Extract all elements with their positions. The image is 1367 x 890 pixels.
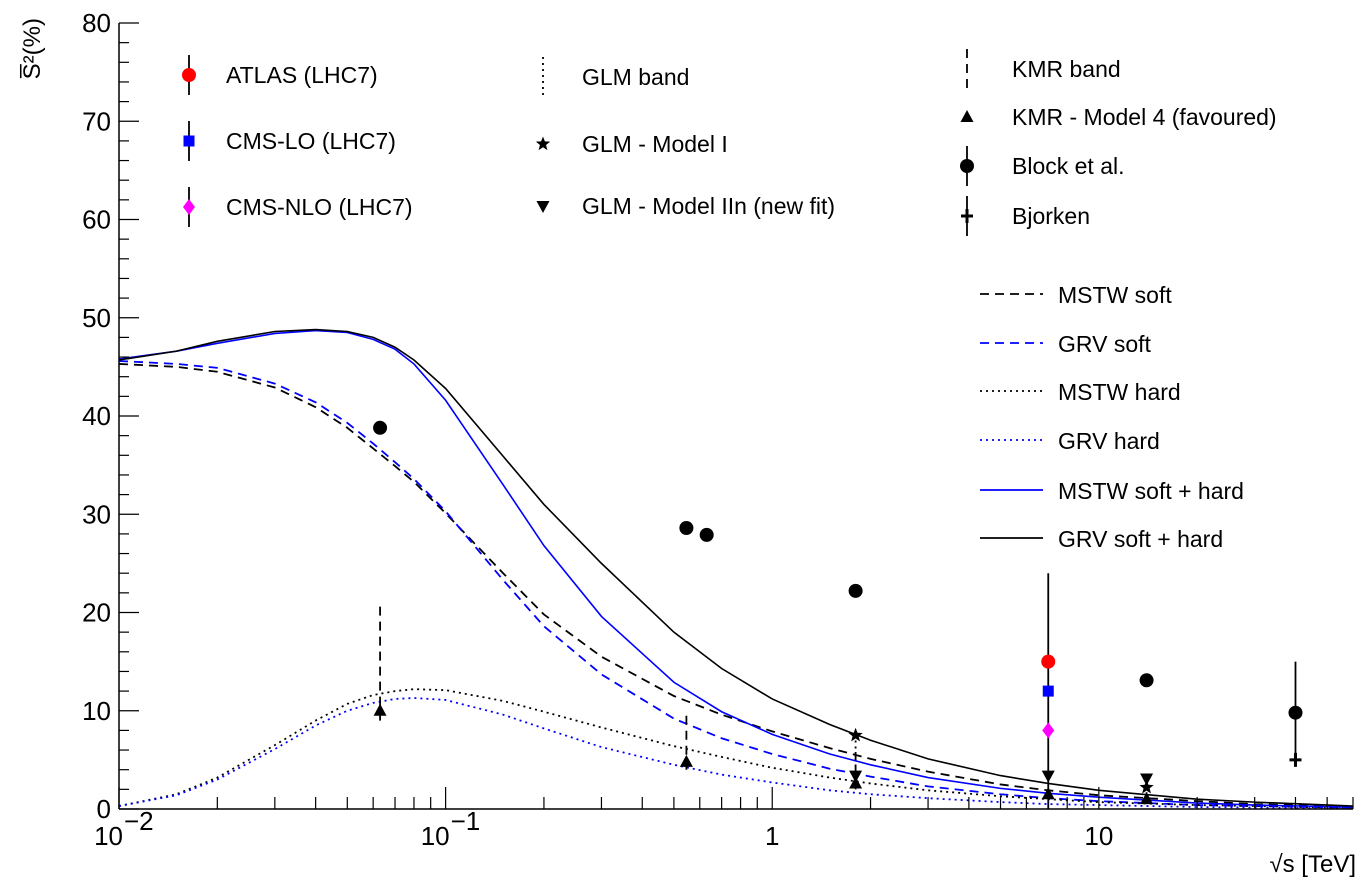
- y-tick-label: 70: [82, 106, 111, 136]
- point-block-et-al: [848, 583, 863, 598]
- legend-top: ATLAS (LHC7) CMS-LO (LHC7) CMS-NLO (LHC7) G…: [182, 49, 1277, 236]
- point-block-et-al: [1139, 673, 1154, 688]
- point-cms-lo-lhc7: [1042, 685, 1054, 697]
- point-kmr-model-4-favoured: [1140, 792, 1154, 805]
- point-glm-model-iin-new-fit: [1140, 773, 1154, 786]
- legend-item-grv-soft-hard: GRV soft + hard: [980, 526, 1223, 552]
- legend-label: Block et al.: [1012, 153, 1125, 179]
- point-block-et-al: [1288, 705, 1303, 720]
- x-axis-title: √s [TeV]: [1269, 851, 1356, 878]
- legend-label: Bjorken: [1012, 203, 1090, 229]
- point-bjorken: [1289, 752, 1302, 767]
- y-tick-label: 0: [97, 794, 111, 824]
- points-layer: [373, 420, 1303, 805]
- y-tick-label: 50: [82, 303, 111, 333]
- legend-item-kmr-model-4-favoured: KMR - Model 4 (favoured): [960, 104, 1277, 130]
- legend-label: MSTW soft: [1058, 282, 1172, 308]
- point-kmr-model-4-favoured: [1041, 787, 1055, 800]
- legend-item-mstw-soft-hard: MSTW soft + hard: [980, 478, 1244, 504]
- point-glm-model-i: [848, 727, 863, 742]
- legend-item-cms-nlo-lhc7: CMS-NLO (LHC7): [183, 187, 413, 227]
- point-cms-nlo-lhc7: [1042, 722, 1055, 739]
- y-tick-label: 80: [82, 8, 111, 38]
- legend-label: MSTW soft + hard: [1058, 478, 1244, 504]
- legend-marker: [182, 68, 196, 82]
- legend-marker: [183, 135, 195, 147]
- legend-item-bjorken: Bjorken: [961, 196, 1090, 236]
- legend-lines: MSTW soft GRV soft MSTW hard GRV hard MSTW s…: [980, 282, 1244, 552]
- legend-marker: [183, 199, 195, 215]
- legend-label: KMR - Model 4 (favoured): [1012, 104, 1277, 130]
- legend-label: GRV hard: [1058, 428, 1160, 454]
- legend-label: GLM - Model IIn (new fit): [582, 193, 835, 219]
- point-atlas-lhc7: [1041, 654, 1056, 669]
- legend-label: ATLAS (LHC7): [226, 62, 378, 88]
- legend-item-glm-model-iin-new-fit: GLM - Model IIn (new fit): [536, 193, 835, 219]
- legend-label: MSTW hard: [1058, 379, 1181, 405]
- y-tick-label: 60: [82, 205, 111, 235]
- legend-item-grv-soft: GRV soft: [980, 331, 1151, 357]
- point-kmr-model-4-favoured: [679, 754, 693, 767]
- x-tick-exponent: −1: [451, 806, 481, 836]
- legend-item-mstw-soft: MSTW soft: [980, 282, 1172, 308]
- point-glm-model-iin-new-fit: [1041, 770, 1055, 783]
- legend-marker: [960, 159, 974, 173]
- x-tick-exponent: −2: [124, 806, 154, 836]
- y-tick-label: 30: [82, 499, 111, 529]
- point-block-et-al: [373, 420, 388, 435]
- point-block-et-al: [679, 521, 694, 536]
- legend-marker: [536, 201, 550, 213]
- legend-item-grv-hard: GRV hard: [980, 428, 1160, 454]
- legend-item-glm-band: GLM band: [542, 57, 689, 97]
- point-glm-model-iin-new-fit: [849, 770, 863, 783]
- x-tick-label: 10: [94, 821, 123, 851]
- legend-marker: [961, 209, 973, 223]
- x-tick-label: 10: [421, 821, 450, 851]
- legend-item-atlas-lhc7: ATLAS (LHC7): [182, 55, 378, 95]
- legend-marker: [535, 136, 551, 151]
- legend-label: KMR band: [1012, 56, 1121, 82]
- point-kmr-model-4-favoured: [373, 703, 387, 716]
- legend-label: CMS-LO (LHC7): [226, 128, 396, 154]
- legend-label: GRV soft: [1058, 331, 1151, 357]
- y-axis-title: S̅²(%): [19, 18, 46, 79]
- y-tick-label: 40: [82, 401, 111, 431]
- legend-item-glm-model-i: GLM - Model I: [535, 131, 728, 157]
- legend-item-kmr-band: KMR band: [966, 49, 1121, 89]
- x-tick-label: 1: [765, 821, 779, 851]
- legend-item-cms-lo-lhc7: CMS-LO (LHC7): [183, 121, 396, 161]
- legend-label: CMS-NLO (LHC7): [226, 194, 413, 220]
- x-tick-label: 10: [1084, 821, 1113, 851]
- legend-label: GLM - Model I: [582, 131, 728, 157]
- point-block-et-al: [699, 527, 714, 542]
- legend-item-block-et-al: Block et al.: [960, 146, 1125, 186]
- y-tick-label: 10: [82, 696, 111, 726]
- legend-marker: [960, 110, 974, 122]
- y-tick-label: 20: [82, 598, 111, 628]
- point-glm-model-i: [1139, 779, 1154, 794]
- legend-label: GRV soft + hard: [1058, 526, 1223, 552]
- legend-label: GLM band: [582, 64, 689, 90]
- legend-item-mstw-hard: MSTW hard: [980, 379, 1181, 405]
